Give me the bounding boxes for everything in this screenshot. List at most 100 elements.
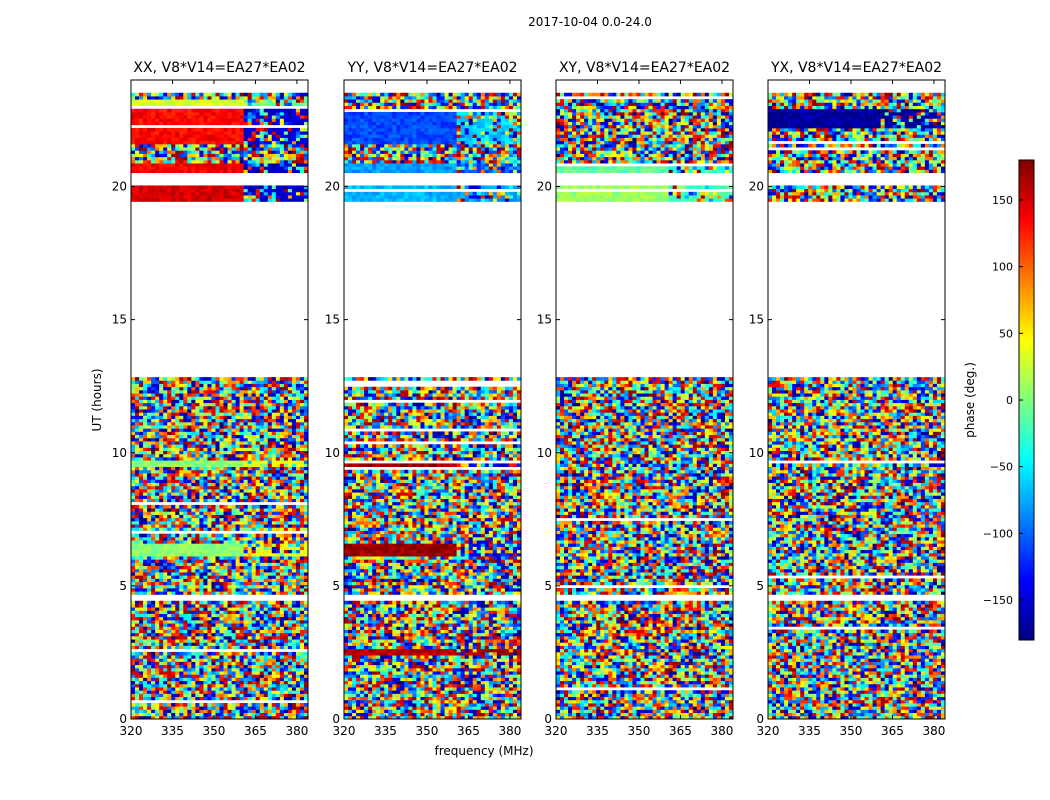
heatmap-cell	[224, 665, 228, 669]
heatmap-cell	[159, 636, 163, 640]
heatmap-cell	[179, 642, 183, 646]
heatmap-cell	[167, 524, 171, 528]
heatmap-cell	[252, 709, 256, 713]
heatmap-cell	[179, 713, 183, 717]
heatmap-cell	[195, 582, 199, 586]
heatmap-cell	[179, 633, 183, 637]
heatmap-cell	[203, 697, 207, 701]
heatmap-cell	[256, 585, 260, 589]
heatmap-cell	[288, 681, 292, 685]
heatmap-cell	[260, 623, 264, 627]
heatmap-cell	[220, 709, 224, 713]
heatmap-cell	[296, 569, 300, 573]
heatmap-cell	[256, 588, 260, 592]
heatmap-cell	[296, 546, 300, 550]
heatmap-cell	[244, 566, 248, 570]
heatmap-cell	[252, 540, 256, 544]
heatmap-cell	[135, 639, 139, 643]
heatmap-cell	[248, 540, 252, 544]
heatmap-cell	[264, 639, 268, 643]
heatmap-cell	[224, 697, 228, 701]
heatmap-cell	[207, 527, 211, 531]
heatmap-cell	[300, 687, 304, 691]
heatmap-cell	[191, 671, 195, 675]
heatmap-cell	[215, 652, 219, 656]
heatmap-cell	[228, 620, 232, 624]
heatmap-cell	[215, 585, 219, 589]
heatmap-cell	[272, 566, 276, 570]
heatmap-cell	[244, 687, 248, 691]
heatmap-cell	[147, 690, 151, 694]
heatmap-cell	[183, 623, 187, 627]
heatmap-cell	[147, 626, 151, 630]
heatmap-cell	[224, 626, 228, 630]
heatmap-cell	[159, 652, 163, 656]
heatmap-cell	[143, 668, 147, 672]
heatmap-cell	[296, 636, 300, 640]
heatmap-cell	[215, 524, 219, 528]
heatmap-cell	[292, 630, 296, 634]
heatmap-cell	[264, 566, 268, 570]
heatmap-cell	[191, 610, 195, 614]
heatmap-cell	[260, 709, 264, 713]
heatmap-cell	[143, 614, 147, 618]
heatmap-cell	[224, 655, 228, 659]
heatmap-cell	[159, 668, 163, 672]
heatmap-cell	[147, 668, 151, 672]
heatmap-cell	[179, 706, 183, 710]
heatmap-cell	[139, 607, 143, 611]
heatmap-cell	[232, 540, 236, 544]
heatmap-cell	[151, 582, 155, 586]
heatmap-cell	[203, 524, 207, 528]
heatmap-cell	[260, 601, 264, 605]
heatmap-cell	[135, 703, 139, 707]
heatmap-cell	[159, 674, 163, 678]
heatmap-cell	[272, 604, 276, 608]
heatmap-cell	[224, 620, 228, 624]
heatmap-cell	[284, 588, 288, 592]
heatmap-cell	[215, 687, 219, 691]
heatmap-cell	[211, 636, 215, 640]
heatmap-cell	[211, 575, 215, 579]
heatmap-cell	[175, 684, 179, 688]
heatmap-cell	[179, 639, 183, 643]
heatmap-cell	[272, 614, 276, 618]
heatmap-cell	[159, 521, 163, 525]
heatmap-cell	[155, 655, 159, 659]
heatmap-cells	[131, 93, 308, 720]
heatmap-cell	[292, 607, 296, 611]
heatmap-cell	[163, 572, 167, 576]
heatmap-cell	[272, 674, 276, 678]
heatmap-cell	[147, 562, 151, 566]
heatmap-cell	[135, 677, 139, 681]
heatmap-cell	[296, 693, 300, 697]
heatmap-cell	[159, 633, 163, 637]
heatmap-cell	[131, 630, 135, 634]
heatmap-cell	[292, 569, 296, 573]
heatmap-cell	[252, 537, 256, 541]
heatmap-cell	[296, 534, 300, 538]
heatmap-cell	[167, 527, 171, 531]
heatmap-cell	[264, 604, 268, 608]
heatmap-cell	[191, 588, 195, 592]
heatmap-cell	[260, 588, 264, 592]
heatmap-cell	[143, 646, 147, 650]
heatmap-cell	[207, 566, 211, 570]
heatmap-cell	[280, 652, 284, 656]
heatmap-cell	[135, 604, 139, 608]
heatmap-cell	[284, 623, 288, 627]
heatmap-cell	[300, 713, 304, 717]
heatmap-cell	[171, 607, 175, 611]
heatmap-cell	[244, 709, 248, 713]
heatmap-cell	[175, 652, 179, 656]
heatmap-cell	[147, 588, 151, 592]
heatmap-cell	[244, 665, 248, 669]
heatmap-cell	[139, 569, 143, 573]
heatmap-cell	[292, 540, 296, 544]
heatmap-cell	[244, 601, 248, 605]
heatmap-cell	[147, 646, 151, 650]
heatmap-cell	[135, 578, 139, 582]
heatmap-cell	[220, 582, 224, 586]
heatmap-cell	[135, 623, 139, 627]
heatmap-cell	[232, 690, 236, 694]
